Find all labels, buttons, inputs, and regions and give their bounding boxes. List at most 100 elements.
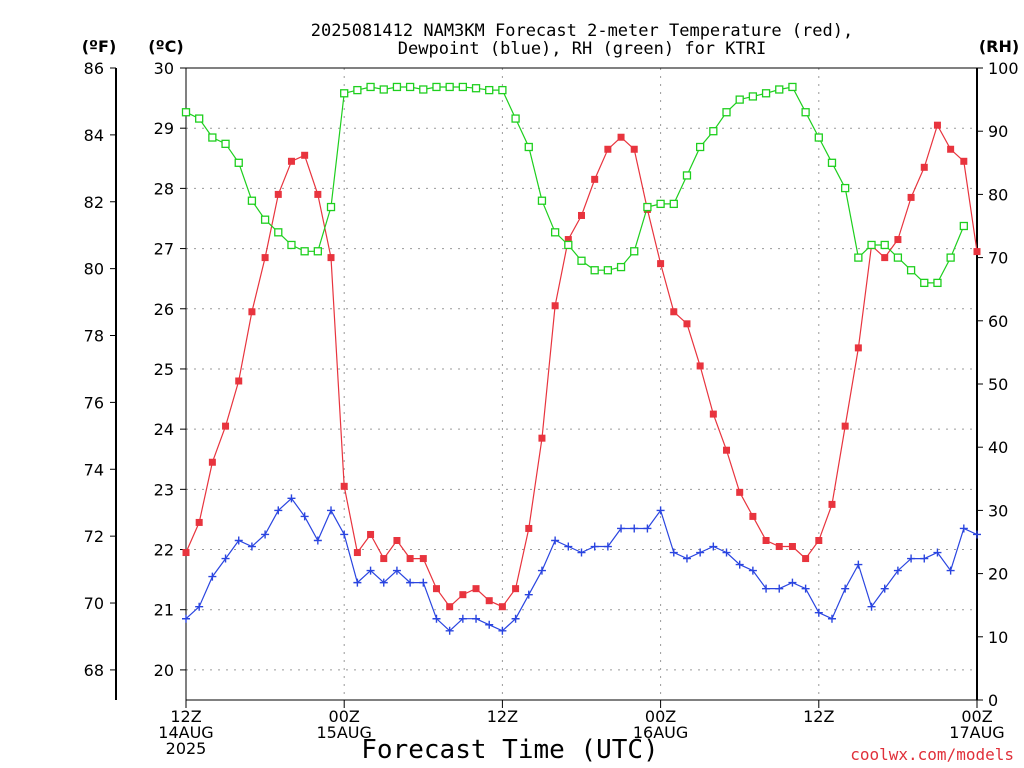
dewpoint-point: [933, 548, 942, 557]
rh-point: [313, 247, 322, 256]
temperature-point: [222, 422, 230, 430]
temperature-point: [261, 254, 269, 262]
rh-point: [564, 240, 573, 250]
rh-point: [735, 95, 744, 104]
rh-point: [550, 228, 560, 237]
celsius-unit-label: (ºC): [148, 37, 183, 56]
temperature-point: [538, 434, 546, 442]
dewpoint-point: [735, 560, 744, 569]
dewpoint-point: [366, 566, 375, 575]
rh-point: [274, 228, 283, 237]
grid-lines: [185, 67, 978, 700]
celsius-tick-label: 25: [154, 360, 174, 379]
rh-point: [300, 247, 309, 256]
rh-point: [379, 85, 388, 94]
rh-point: [748, 92, 758, 101]
data-series: [181, 82, 981, 635]
rh-tick-label: 100: [988, 59, 1019, 78]
dewpoint-point: [524, 590, 533, 599]
dewpoint-point: [643, 524, 652, 533]
dewpoint-point: [709, 542, 718, 551]
celsius-tick-label: 29: [154, 119, 174, 138]
temperature-point: [881, 254, 889, 262]
rh-point: [340, 89, 349, 98]
dewpoint-point: [696, 548, 705, 557]
celsius-tick-label: 22: [154, 541, 174, 560]
rh-point: [234, 158, 243, 167]
temperature-point: [235, 377, 243, 385]
temperature-point: [630, 145, 638, 153]
time-tick-label: 12Z: [803, 707, 834, 726]
rh-point: [366, 82, 375, 92]
dewpoint-point: [841, 584, 850, 593]
temperature-point: [933, 121, 941, 129]
temperature-point: [248, 308, 256, 316]
dewpoint-point: [313, 536, 322, 545]
celsius-tick-label: 23: [154, 480, 174, 499]
dewpoint-point: [762, 584, 771, 593]
temperature-point: [657, 260, 665, 268]
rh-point: [643, 202, 652, 212]
rh-point: [841, 183, 850, 193]
dewpoint-point: [564, 542, 573, 551]
time-tick-label: 2025: [166, 739, 207, 758]
temperature-point: [512, 585, 520, 593]
fahrenheit-tick-label: 72: [84, 527, 104, 546]
fahrenheit-tick-label: 84: [84, 126, 104, 145]
rh-unit-label: (RH): [979, 37, 1019, 56]
dewpoint-point: [445, 626, 454, 635]
celsius-tick-label: 30: [154, 59, 174, 78]
rh-point: [590, 266, 599, 275]
rh-point: [722, 108, 731, 117]
dewpoint-point: [392, 566, 401, 575]
dewpoint-point: [880, 584, 889, 593]
time-tick-label: 17AUG: [949, 723, 1004, 742]
temperature-point: [551, 302, 559, 310]
temperature-point: [947, 145, 955, 153]
rh-point: [630, 247, 639, 256]
temperature-point: [182, 549, 190, 557]
dewpoint-point: [617, 524, 626, 533]
dewpoint-point: [261, 530, 270, 539]
temperature-point: [340, 482, 348, 490]
rh-point: [827, 158, 837, 167]
dewpoint-point: [590, 542, 599, 551]
rh-point: [616, 262, 626, 272]
dewpoint-point: [814, 608, 823, 617]
temperature-point: [670, 308, 678, 316]
temperature-point: [301, 151, 309, 159]
credit-link[interactable]: coolwx.com/models: [850, 745, 1014, 764]
rh-point: [221, 139, 230, 148]
rh-point: [511, 114, 520, 123]
rh-point: [893, 253, 903, 262]
fahrenheit-tick-label: 82: [84, 193, 104, 212]
celsius-tick-label: 26: [154, 300, 174, 319]
rh-point: [880, 240, 889, 250]
dewpoint-point: [920, 554, 929, 563]
rh-point: [933, 278, 942, 288]
rh-point: [195, 114, 204, 123]
celsius-tick-label: 20: [154, 661, 174, 680]
rh-point: [814, 133, 823, 142]
temperature-point: [775, 543, 783, 551]
rh-point: [260, 215, 270, 224]
rh-point: [445, 82, 454, 92]
temperature-point: [367, 530, 375, 538]
temperature-point: [406, 555, 414, 563]
temperature-point: [736, 488, 744, 496]
time-tick-label: 00Z: [329, 707, 360, 726]
celsius-tick-label: 24: [154, 420, 174, 439]
temperature-point: [208, 458, 216, 466]
rh-point: [920, 278, 929, 288]
temperature-point: [788, 543, 796, 551]
x-axis-label: Forecast Time (UTC): [361, 735, 658, 765]
temperature-series-line: [185, 123, 978, 608]
dewpoint-point: [722, 548, 731, 557]
temperature-point: [287, 157, 295, 165]
temperature-point: [459, 591, 467, 599]
rh-point: [208, 133, 217, 142]
temperature-point: [525, 524, 533, 532]
dewpoint-point: [630, 524, 639, 533]
rh-point: [669, 199, 678, 209]
